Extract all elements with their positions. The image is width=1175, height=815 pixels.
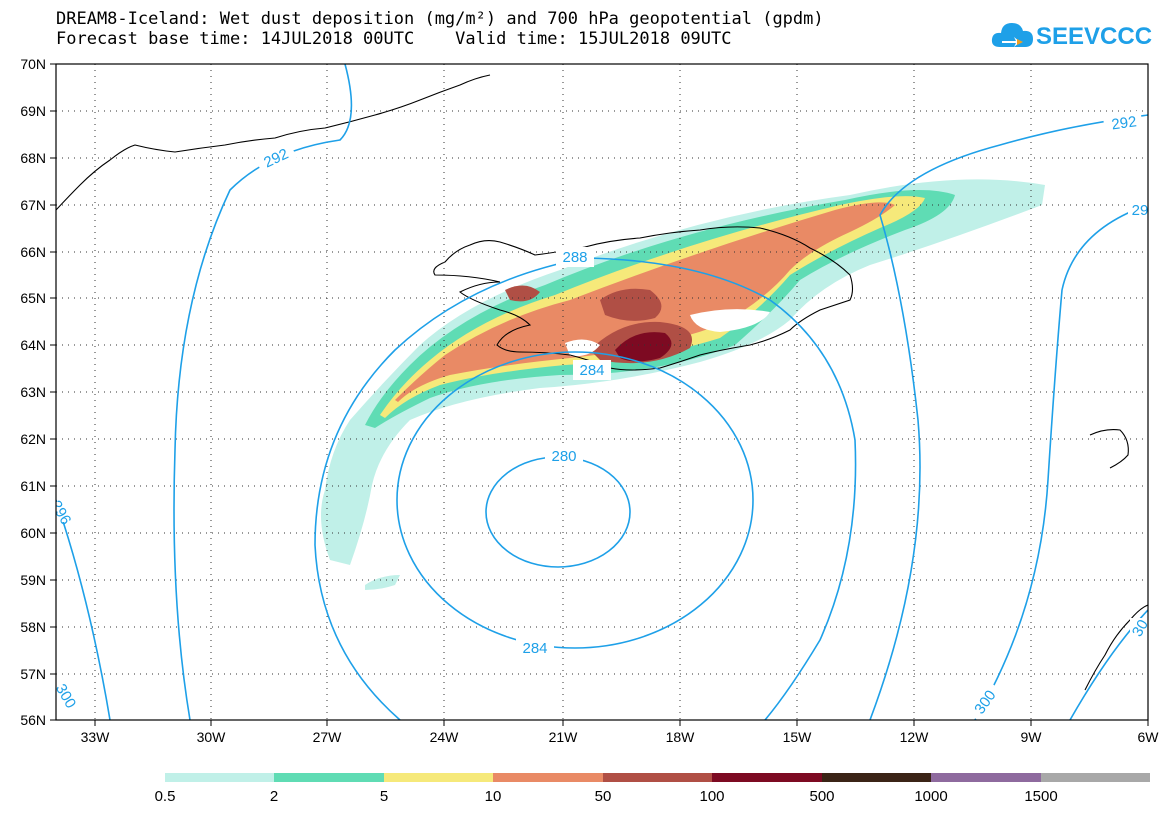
coastlines: [56, 74, 1148, 691]
lon-label: 27W: [313, 729, 343, 745]
lon-label: 21W: [549, 729, 579, 745]
colorbar-label: 1000: [914, 788, 948, 805]
latitude-labels: 70N 69N 68N 67N 66N 65N 64N 63N 62N 61N …: [20, 56, 46, 728]
cloud-logo-icon: [991, 23, 1033, 47]
norway-coastline: [1084, 604, 1148, 691]
contour-label: 284: [579, 362, 604, 379]
contour-label: 30: [1129, 617, 1152, 640]
map-subtitle: Forecast base time: 14JUL2018 00UTC Vali…: [56, 29, 732, 49]
lat-label: 62N: [20, 431, 46, 447]
lat-label: 58N: [20, 619, 46, 635]
norway-coastline: [1089, 429, 1129, 469]
colorbar-label: 0.5: [154, 788, 176, 805]
lon-label: 30W: [197, 729, 227, 745]
lon-label: 15W: [783, 729, 813, 745]
colorbar-segment: [931, 773, 1041, 782]
dust-level-0.5: [365, 575, 400, 590]
colorbar-segment: [603, 773, 712, 782]
colorbar-label: 500: [809, 788, 835, 805]
axis-ticks: [50, 63, 1149, 726]
seevccc-logo: SEEVCCC: [990, 17, 1160, 57]
colorbar-label: 2: [269, 788, 279, 805]
graticule: [56, 64, 1148, 720]
colorbar-segment: [712, 773, 822, 782]
lat-label: 68N: [20, 150, 46, 166]
contour-labels: 292 292 29 288 284 280 284 296 300 300 3…: [56, 110, 1152, 720]
lat-label: 64N: [20, 337, 46, 353]
contour-288: [314, 257, 857, 720]
iceland-coastline: [433, 226, 854, 371]
lat-label: 57N: [20, 666, 46, 682]
lat-label: 67N: [20, 197, 46, 213]
dust-free-area: [690, 309, 770, 332]
colorbar: [165, 773, 1150, 782]
colorbar-label: 5: [379, 788, 389, 805]
lon-label: 6W: [1138, 729, 1160, 745]
longitude-labels: 33W 30W 27W 24W 21W 18W 15W 12W 9W 6W: [81, 729, 1160, 745]
lon-label: 9W: [1021, 729, 1043, 745]
colorbar-segment: [822, 773, 931, 782]
lon-label: 18W: [666, 729, 696, 745]
lat-label: 59N: [20, 572, 46, 588]
lat-label: 60N: [20, 525, 46, 541]
map-title: DREAM8-Iceland: Wet dust deposition (mg/…: [56, 9, 824, 29]
contour-label: 292: [1110, 113, 1137, 133]
contour-280: [485, 456, 631, 568]
contour-label: 284: [522, 640, 547, 657]
lat-label: 70N: [20, 56, 46, 72]
colorbar-label: 50: [594, 788, 612, 805]
contour-292: [869, 114, 1148, 720]
colorbar-label: 10: [484, 788, 502, 805]
lon-label: 12W: [900, 729, 930, 745]
lat-label: 65N: [20, 290, 46, 306]
contour-296: [56, 499, 111, 720]
lon-label: 24W: [430, 729, 460, 745]
lon-label: 33W: [81, 729, 111, 745]
lat-label: 61N: [20, 478, 46, 494]
colorbar-segment: [1041, 773, 1150, 782]
geopotential-contours: [56, 64, 1148, 720]
colorbar-segment: [165, 773, 274, 782]
contour-296: [974, 204, 1148, 720]
lat-label: 66N: [20, 244, 46, 260]
logo-text: SEEVCCC: [1036, 23, 1153, 50]
contour-292: [173, 64, 353, 720]
colorbar-label: 100: [699, 788, 725, 805]
colorbar-segment: [274, 773, 384, 782]
lat-label: 69N: [20, 103, 46, 119]
dust-level-50: [600, 288, 662, 321]
greenland-coastline: [56, 74, 491, 211]
colorbar-label: 1500: [1024, 788, 1058, 805]
dust-deposition-shading: [321, 179, 1045, 590]
contour-label: 29: [1132, 202, 1149, 219]
contour-label: 288: [562, 249, 587, 266]
lat-label: 63N: [20, 384, 46, 400]
lat-label: 56N: [20, 712, 46, 728]
contour-label: 280: [551, 448, 576, 465]
contour-284: [396, 351, 754, 649]
dust-level-50: [505, 285, 540, 302]
colorbar-segment: [384, 773, 493, 782]
dust-level-100: [615, 332, 672, 362]
colorbar-segment: [493, 773, 603, 782]
